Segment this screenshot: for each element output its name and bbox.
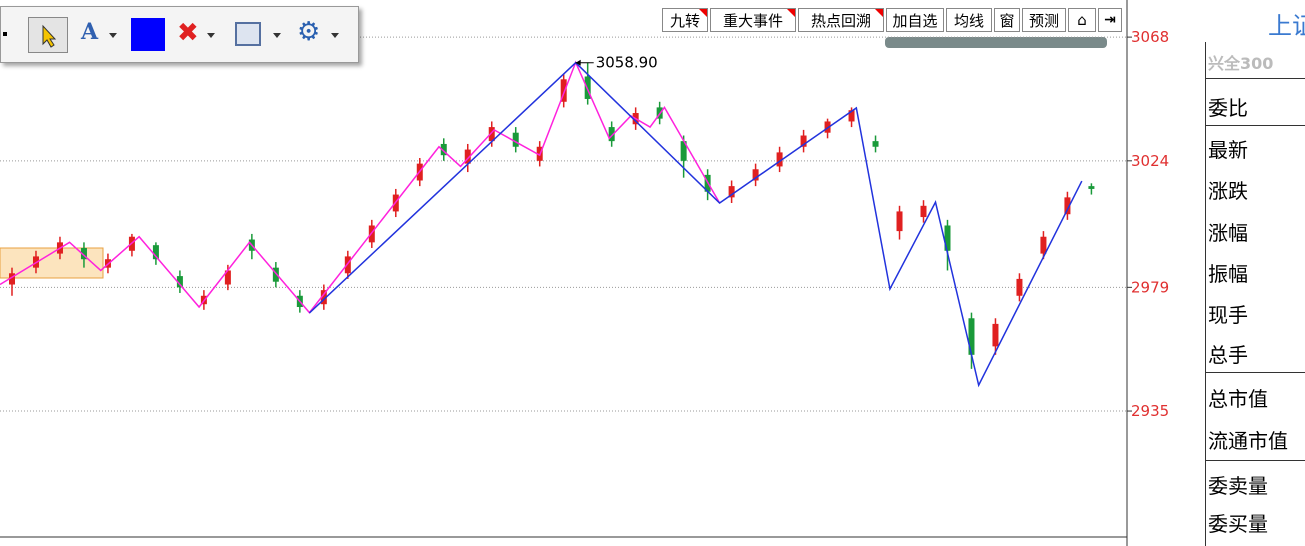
- candle-body: [992, 323, 999, 347]
- annotation-label: 3058.90: [596, 54, 658, 72]
- candle-body: [440, 143, 447, 156]
- quote-label: 涨跌: [1208, 179, 1248, 203]
- quote-label: 委买量: [1208, 512, 1268, 536]
- candle-body: [1064, 197, 1071, 215]
- tab[interactable]: 预测: [1022, 8, 1066, 32]
- candle-body: [680, 141, 687, 161]
- candle-body: [1040, 236, 1047, 254]
- y-tick-label: 3024: [1131, 152, 1169, 170]
- candle-body: [152, 245, 159, 260]
- cursor-icon: [42, 24, 57, 48]
- settings-dropdown[interactable]: [331, 33, 339, 38]
- panel-title: 上证: [1268, 12, 1305, 40]
- quote-panel: [1205, 42, 1305, 546]
- divider: [1206, 372, 1305, 373]
- candle-body: [872, 141, 879, 147]
- quote-label: 涨幅: [1208, 221, 1248, 245]
- annotation-arrowhead: [575, 59, 581, 66]
- candle-body: [464, 149, 471, 164]
- candle-body: [8, 273, 15, 285]
- candle-body: [776, 152, 783, 167]
- color-swatch[interactable]: [131, 18, 165, 51]
- lock-button[interactable]: ⌂: [1068, 8, 1096, 32]
- cursor-button[interactable]: [28, 17, 68, 53]
- flag: [875, 9, 883, 17]
- candle-body: [80, 247, 87, 260]
- candle-body: [608, 127, 615, 142]
- candle-body: [968, 318, 975, 355]
- y-tick-label: 2935: [1131, 402, 1169, 420]
- candle-body: [1088, 186, 1095, 189]
- candle-body: [560, 79, 567, 102]
- quote-label: 流通市值: [1208, 429, 1288, 453]
- flag: [699, 9, 707, 17]
- quote-label: 现手: [1208, 303, 1248, 327]
- tab[interactable]: 九转: [662, 8, 708, 32]
- candle-body: [848, 110, 855, 122]
- y-tick-label: 2979: [1131, 278, 1169, 296]
- quote-label: 振幅: [1208, 262, 1248, 286]
- text-dropdown[interactable]: [109, 33, 117, 38]
- candle-body: [920, 205, 927, 218]
- settings-button[interactable]: ⚙: [297, 17, 321, 47]
- hide-dropdown[interactable]: [273, 33, 281, 38]
- scrollbar: [885, 37, 1107, 48]
- divider: [1206, 460, 1305, 461]
- hide-button[interactable]: [235, 22, 261, 46]
- flag: [787, 9, 795, 17]
- tab[interactable]: 热点回溯: [798, 8, 884, 32]
- candle-body: [224, 270, 231, 285]
- zigzag-line: [0, 60, 721, 314]
- tab[interactable]: 加自选: [886, 8, 944, 32]
- delete-dropdown[interactable]: [207, 33, 215, 38]
- tab[interactable]: 均线: [946, 8, 992, 32]
- y-tick-label: 3068: [1131, 28, 1169, 46]
- text-tool[interactable]: A: [81, 19, 99, 45]
- candle-body: [944, 225, 951, 251]
- candle-body: [320, 290, 327, 305]
- delete-button[interactable]: ✖: [177, 18, 199, 48]
- dot: [3, 32, 7, 36]
- toolbar: A ✖ ⚙: [0, 6, 359, 63]
- zigzag-line: [308, 61, 1083, 388]
- tab[interactable]: 窗: [994, 8, 1020, 32]
- candle-body: [1016, 278, 1023, 296]
- tab[interactable]: 重大事件: [710, 8, 796, 32]
- quote-label: 最新: [1208, 138, 1248, 162]
- candle-body: [272, 267, 279, 282]
- divider: [1206, 125, 1305, 126]
- pin-button[interactable]: ⇥: [1098, 8, 1122, 32]
- candle-body: [896, 211, 903, 232]
- candle-body: [512, 132, 519, 147]
- quote-label: 委卖量: [1208, 474, 1268, 498]
- candle-body: [800, 135, 807, 147]
- quote-label: 委比: [1208, 96, 1248, 120]
- quote-label: 总市值: [1208, 387, 1268, 411]
- quote-label: 总手: [1208, 343, 1248, 367]
- candle-body: [488, 127, 495, 142]
- candle-body: [344, 256, 351, 274]
- candle-body: [176, 276, 183, 288]
- fund-name: 兴全300: [1208, 54, 1274, 73]
- candle-body: [728, 186, 735, 198]
- candle-body: [752, 169, 759, 181]
- divider: [1206, 78, 1305, 79]
